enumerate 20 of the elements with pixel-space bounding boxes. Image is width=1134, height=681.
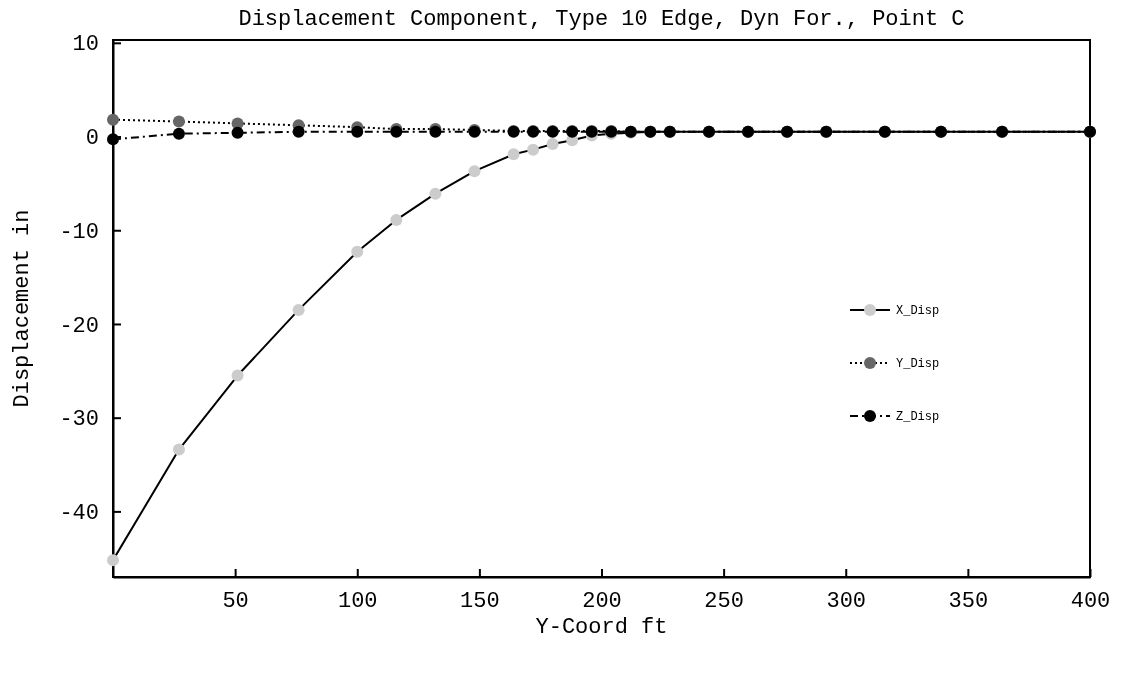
- chart-title: Displacement Component, Type 10 Edge, Dyn For., Point C: [238, 7, 965, 32]
- y-tick-label: -30: [59, 407, 99, 433]
- x-tick-label: 200: [582, 588, 622, 614]
- x-tick-label: 400: [1070, 588, 1111, 614]
- y-tick-label: 0: [85, 126, 99, 152]
- x-axis-title: Y-Coord ft: [535, 615, 668, 640]
- legend-label: Y_Disp: [896, 357, 940, 371]
- x-tick-label: 100: [337, 588, 378, 614]
- x-tick-label: 50: [222, 588, 249, 614]
- y-tick-label: -40: [59, 500, 99, 526]
- y-axis-title: Displacement in: [10, 209, 35, 408]
- y-tick-label: -10: [59, 219, 99, 245]
- y-tick-label: -20: [59, 313, 99, 339]
- x-tick-label: 350: [948, 588, 989, 614]
- y-tick-label: 10: [72, 32, 99, 58]
- legend-label: X_Disp: [896, 304, 940, 318]
- x-tick-label: 150: [460, 588, 500, 614]
- x-tick-label: 250: [704, 588, 744, 614]
- legend-label: Z_Disp: [896, 410, 940, 424]
- x-tick-label: 300: [826, 588, 867, 614]
